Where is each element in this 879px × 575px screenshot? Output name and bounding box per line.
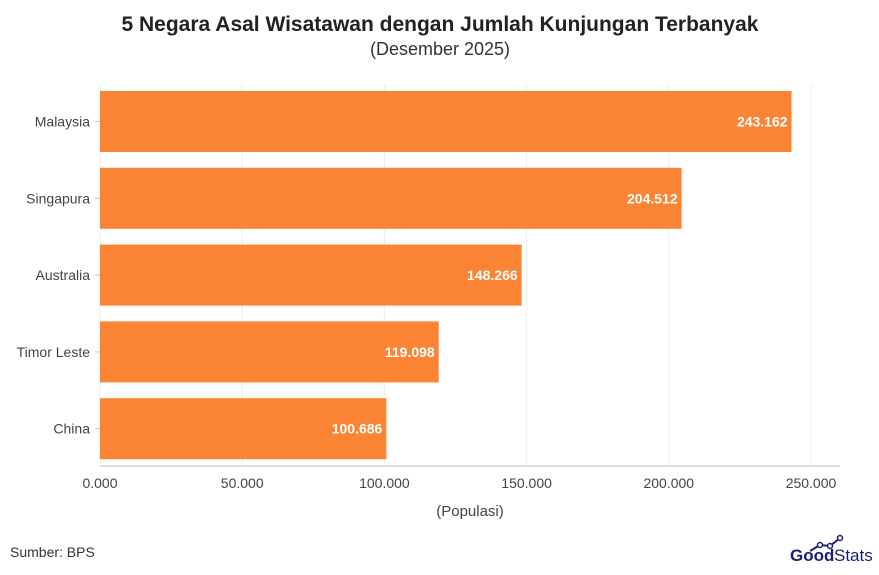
bar-singapura xyxy=(100,167,682,229)
data-label: 119.098 xyxy=(385,344,435,360)
data-label: 204.512 xyxy=(627,190,678,206)
y-tick-label: Malaysia xyxy=(35,114,90,130)
y-tick-label: China xyxy=(53,421,90,437)
bar-timor-leste xyxy=(100,321,439,383)
x-tick-label: 200.000 xyxy=(643,475,694,491)
y-tick-label: Timor Leste xyxy=(17,344,91,360)
goodstats-logo: Good Stats xyxy=(790,534,873,565)
svg-text:Good: Good xyxy=(790,546,834,565)
bar-malaysia xyxy=(100,91,792,152)
source-note: Sumber: BPS xyxy=(10,544,95,560)
bar-australia xyxy=(100,244,522,306)
svg-text:Stats: Stats xyxy=(834,546,873,565)
chart-title: 5 Negara Asal Wisatawan dengan Jumlah Ku… xyxy=(122,13,759,36)
bar-china xyxy=(100,398,387,460)
x-tick-label: 250.000 xyxy=(786,475,837,491)
y-tick-label: Australia xyxy=(36,267,91,283)
y-tick-label: Singapura xyxy=(26,190,90,206)
chart-subtitle: (Desember 2025) xyxy=(370,39,510,59)
x-tick-label: 150.000 xyxy=(501,475,552,491)
data-label: 243.162 xyxy=(737,114,788,130)
x-tick-label: 50.000 xyxy=(221,475,264,491)
x-tick-label: 100.000 xyxy=(359,475,410,491)
x-axis-label: (Populasi) xyxy=(436,503,504,520)
data-label: 148.266 xyxy=(467,267,518,283)
x-tick-label: 0.000 xyxy=(82,475,117,491)
data-label: 100.686 xyxy=(332,421,383,437)
